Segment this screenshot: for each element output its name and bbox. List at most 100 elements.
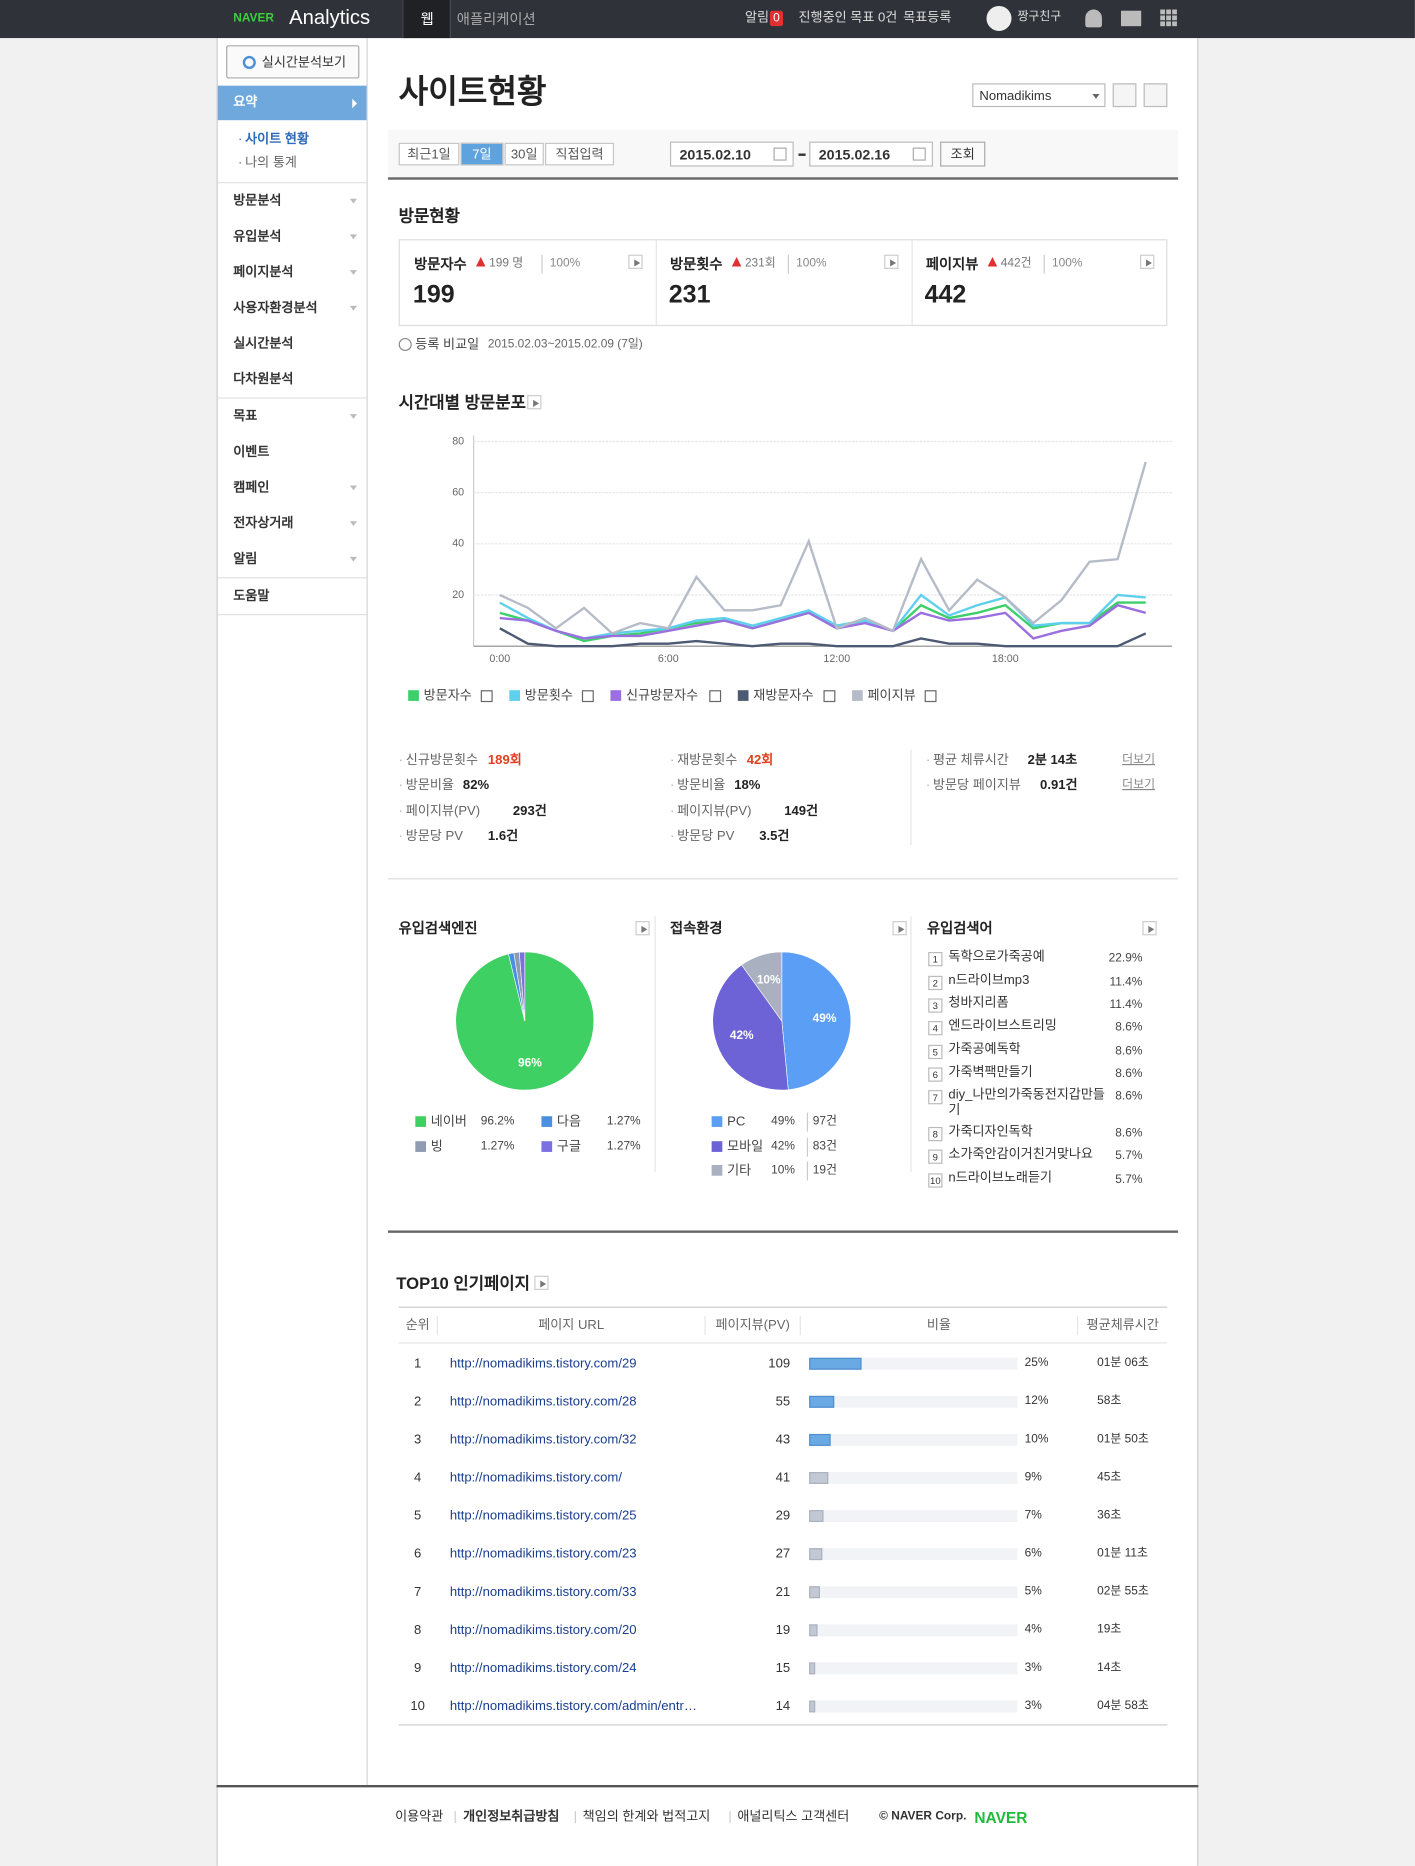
stat-value: 2분 14초 <box>1027 753 1078 768</box>
keyword[interactable]: 소가죽안감이거친거맞나요 <box>948 1147 1093 1162</box>
ratio-label: 25% <box>1024 1356 1049 1370</box>
page-url[interactable]: http://nomadikims.tistory.com/ <box>449 1470 622 1486</box>
legend-label: PC <box>727 1115 746 1130</box>
clock-icon <box>242 55 256 70</box>
page-url[interactable]: http://nomadikims.tistory.com/32 <box>449 1432 637 1448</box>
keyword[interactable]: 가죽공예독학 <box>948 1042 1021 1057</box>
ratio-bar <box>809 1624 818 1637</box>
keyword[interactable]: 가죽디자인독학 <box>948 1124 1033 1139</box>
more-button[interactable] <box>1140 254 1155 269</box>
legend-checkbox[interactable] <box>480 690 493 703</box>
menu-label[interactable]: 유입분석 <box>233 229 282 244</box>
keyword-share: 5.7% <box>1115 1149 1143 1163</box>
mail-icon[interactable] <box>1120 10 1142 27</box>
keyword[interactable]: n드라이브노래듣기 <box>948 1170 1053 1186</box>
settings-button[interactable] <box>1112 83 1137 108</box>
menu-item-active[interactable]: 요약 <box>217 85 367 121</box>
menu-label[interactable]: 전자상거래 <box>233 516 294 531</box>
legend-checkbox[interactable] <box>709 690 722 703</box>
alarm-label[interactable]: 알림 <box>744 10 770 25</box>
more-button[interactable] <box>527 395 542 410</box>
keyword-rank: 2 <box>928 975 943 991</box>
more-button[interactable] <box>628 254 643 269</box>
page-url[interactable]: http://nomadikims.tistory.com/23 <box>449 1547 637 1562</box>
more-button[interactable] <box>635 921 650 936</box>
menu-label[interactable]: 이벤트 <box>233 445 270 460</box>
menu-label[interactable]: 도움말 <box>233 589 270 604</box>
menu-label[interactable]: 알림 <box>233 552 258 567</box>
menu-label[interactable]: 페이지분석 <box>233 265 294 280</box>
period-button[interactable]: 직접입력 <box>545 142 615 166</box>
sidebar-divider <box>366 38 368 1788</box>
legend-swatch <box>408 690 419 701</box>
legend-label: 네이버 <box>430 1115 467 1130</box>
realtime-button[interactable]: 실시간분석보기 <box>226 45 360 79</box>
date-input[interactable]: 2015.02.16 <box>809 141 933 167</box>
menu-label[interactable]: 캠페인 <box>233 480 270 496</box>
page-url[interactable]: http://nomadikims.tistory.com/33 <box>449 1585 637 1600</box>
logo-brand: NAVER <box>233 11 275 25</box>
page-url[interactable]: http://nomadikims.tistory.com/24 <box>449 1661 637 1676</box>
footer-link[interactable]: 이용약관 <box>395 1809 444 1825</box>
arrow-icon <box>890 259 897 267</box>
legend-value: 96.2% <box>480 1115 515 1129</box>
card-divider <box>655 240 657 325</box>
legend-swatch <box>711 1116 723 1127</box>
print-button[interactable] <box>1143 83 1168 108</box>
footer-link[interactable]: 책임의 한계와 법적고지 <box>582 1809 711 1825</box>
rank: 6 <box>414 1547 422 1562</box>
search-button[interactable]: 조회 <box>940 141 986 167</box>
menu-label[interactable]: 다차원분석 <box>233 372 294 387</box>
section-divider <box>387 1230 1179 1233</box>
period-button[interactable]: 30일 <box>504 142 544 166</box>
keyword[interactable]: 가죽벽팩만들기 <box>948 1065 1033 1080</box>
submenu-label[interactable]: 사이트 현황 <box>245 132 309 147</box>
pv: 29 <box>775 1508 791 1524</box>
goal-register[interactable]: 목표등록 <box>903 10 952 25</box>
page-url[interactable]: http://nomadikims.tistory.com/29 <box>449 1356 637 1371</box>
stat-bullet: · <box>398 753 404 768</box>
more-link[interactable]: 더보기 <box>1122 753 1156 767</box>
keyword[interactable]: n드라이브mp3 <box>948 973 1030 988</box>
bell-icon[interactable] <box>1085 9 1102 28</box>
legend-checkbox[interactable] <box>581 690 594 703</box>
more-button[interactable] <box>892 921 907 936</box>
menu-label[interactable]: 방문분석 <box>233 193 282 209</box>
page-url[interactable]: http://nomadikims.tistory.com/admin/entr… <box>449 1699 697 1714</box>
keyword[interactable]: diy_나만의가죽동전지갑만들기 <box>948 1087 1105 1118</box>
legend-label: 다음 <box>556 1115 582 1130</box>
legend-checkbox[interactable] <box>924 690 937 703</box>
nav-tab[interactable]: 웹 <box>402 0 450 39</box>
keyword[interactable]: 독학으로가죽공예 <box>948 949 1045 964</box>
menu-label[interactable]: 목표 <box>233 409 258 424</box>
goal-status[interactable]: 진행중인 목표 0건 <box>798 10 898 25</box>
ratio-bar <box>809 1433 831 1446</box>
site-select[interactable]: Nomadikims <box>972 83 1106 108</box>
keyword[interactable]: 엔드라이브스트리밍 <box>948 1018 1057 1033</box>
page-url[interactable]: http://nomadikims.tistory.com/25 <box>449 1508 637 1524</box>
page-url[interactable]: http://nomadikims.tistory.com/28 <box>449 1394 637 1409</box>
date-input[interactable]: 2015.02.10 <box>669 141 794 167</box>
submenu-label[interactable]: 나의 통계 <box>245 155 297 171</box>
footer-link[interactable]: 개인정보취급방침 <box>463 1809 560 1825</box>
footer-link[interactable]: 애널리틱스 고객센터 <box>737 1809 850 1825</box>
stat-divider <box>910 749 912 845</box>
more-button[interactable] <box>534 1275 549 1290</box>
legend-checkbox[interactable] <box>823 690 836 703</box>
nav-tab[interactable]: 애플리케이션 <box>449 0 540 39</box>
user-name[interactable]: 짱구친구 <box>1017 10 1062 24</box>
period-button[interactable]: 최근1일 <box>398 142 460 166</box>
ratio-bar <box>809 1357 862 1370</box>
more-button[interactable] <box>1142 921 1157 936</box>
menu-label[interactable]: 실시간분석 <box>233 336 294 352</box>
more-link[interactable]: 더보기 <box>1122 778 1156 792</box>
compare-label: 등록 비교일 <box>415 337 480 353</box>
page-url[interactable]: http://nomadikims.tistory.com/20 <box>449 1623 637 1638</box>
period-button[interactable]: 7일 <box>460 142 504 166</box>
more-button[interactable] <box>884 254 899 269</box>
keyword[interactable]: 청바지리폼 <box>948 996 1009 1011</box>
legend-label: 기타 <box>727 1163 752 1179</box>
apps-icon[interactable] <box>1160 9 1178 28</box>
menu-label[interactable]: 사용자환경분석 <box>233 301 318 316</box>
ratio-track <box>809 1548 1018 1561</box>
